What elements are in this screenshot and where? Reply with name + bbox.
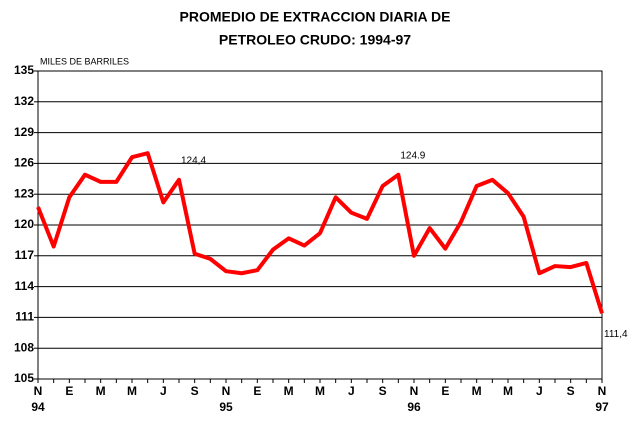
y-tick-label: 135 (14, 63, 34, 77)
chart-title: PETROLEO CRUDO: 1994-97 (219, 32, 411, 48)
x-tick-label: M (315, 384, 325, 398)
x-tick-label: E (441, 384, 449, 398)
x-tick-label: N (598, 384, 607, 398)
y-tick-label: 123 (14, 186, 34, 200)
x-year-label: 94 (31, 400, 45, 414)
x-tick-label: S (191, 384, 199, 398)
x-tick-label: J (160, 384, 167, 398)
y-tick-label: 117 (15, 248, 35, 262)
x-tick-label: M (127, 384, 137, 398)
x-tick-label: J (348, 384, 355, 398)
y-axis-label: MILES DE BARRILES (40, 56, 129, 66)
y-tick-label: 111 (15, 310, 34, 324)
x-tick-label: M (503, 384, 513, 398)
data-line (36, 151, 604, 314)
x-year-label: 95 (219, 400, 233, 414)
x-tick-label: N (410, 384, 419, 398)
y-tick-label: 126 (14, 156, 34, 170)
data-label: 124.9 (400, 150, 425, 161)
data-label: 111,4 (604, 329, 628, 340)
x-year-label: 97 (595, 400, 609, 414)
x-tick-label: S (567, 384, 575, 398)
x-tick-label: S (379, 384, 387, 398)
y-tick-label: 105 (14, 371, 34, 385)
y-tick-label: 114 (15, 279, 35, 293)
data-label: 124,4 (181, 155, 206, 166)
x-tick-label: N (34, 384, 43, 398)
x-tick-label: N (222, 384, 231, 398)
x-year-label: 96 (407, 400, 421, 414)
y-tick-label: 129 (14, 125, 34, 139)
y-tick-label: 120 (14, 217, 34, 231)
x-tick-label: E (253, 384, 261, 398)
chart-title: PROMEDIO DE EXTRACCION DIARIA DE (180, 9, 451, 25)
x-tick-label: M (96, 384, 106, 398)
x-tick-label: M (284, 384, 294, 398)
x-tick-label: M (472, 384, 482, 398)
x-tick-label: J (536, 384, 543, 398)
y-tick-label: 132 (14, 94, 34, 108)
y-tick-label: 108 (14, 340, 34, 354)
x-tick-label: E (65, 384, 73, 398)
